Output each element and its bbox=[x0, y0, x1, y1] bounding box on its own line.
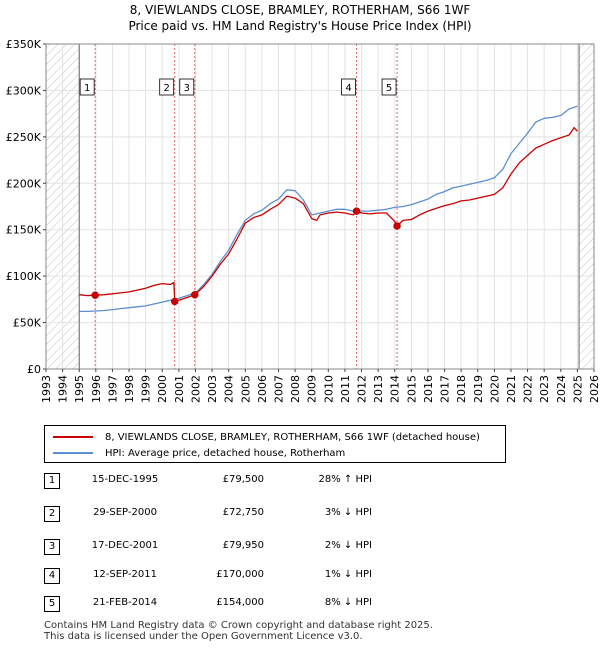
row-number-badge: 2 bbox=[44, 506, 60, 522]
x-tick-label: 1995 bbox=[73, 375, 86, 403]
hpi-line bbox=[79, 105, 578, 313]
sale-label-box bbox=[179, 78, 195, 96]
sale-point bbox=[352, 207, 361, 215]
sale-point bbox=[170, 297, 179, 306]
x-tick-label: 1994 bbox=[57, 375, 70, 403]
legend-hpi-label: HPI: Average price, detached house, Roth… bbox=[105, 447, 346, 459]
price-chart: 1 2 3 4 5 £0 £50K £100K £150K £200K £250K £300K £350… bbox=[6, 38, 600, 403]
legend-item-hpi: HPI: Average price, detached house, Roth… bbox=[53, 446, 345, 460]
legend-price-label: 8, VIEWLANDS CLOSE, BRAMLEY, ROTHERHAM, … bbox=[105, 431, 480, 443]
x-tick-label: 2005 bbox=[239, 375, 252, 403]
x-tick-label: 2011 bbox=[339, 375, 352, 403]
table-row: 4 12-SEP-2011 £170,000 1% ↓ HPI bbox=[44, 568, 424, 584]
x-tick-label: 2013 bbox=[372, 375, 385, 403]
table-row: 5 21-FEB-2014 £154,000 8% ↓ HPI bbox=[44, 596, 424, 612]
sale-label-box bbox=[159, 78, 175, 96]
y-tick-label: £300K bbox=[6, 84, 42, 97]
y-tick-label: £250K bbox=[6, 131, 42, 144]
row-number-badge: 5 bbox=[44, 596, 60, 612]
sale-label-number: 3 bbox=[184, 83, 190, 94]
x-tick-label: 1997 bbox=[106, 375, 119, 403]
legend-item-price: 8, VIEWLANDS CLOSE, BRAMLEY, ROTHERHAM, … bbox=[53, 430, 480, 444]
y-tick-label: £50K bbox=[13, 317, 42, 330]
row-hpi: 8% ↓ HPI bbox=[324, 597, 372, 608]
sale-label-box bbox=[79, 78, 95, 96]
sale-point bbox=[393, 222, 401, 230]
x-tick-label: 2001 bbox=[173, 375, 186, 403]
x-tick-label: 2021 bbox=[505, 375, 518, 403]
x-tick-label: 2006 bbox=[256, 375, 269, 403]
footer-copyright: Contains HM Land Registry data © Crown c… bbox=[44, 620, 433, 631]
hatched-region bbox=[579, 44, 594, 369]
y-tick-label: £100K bbox=[6, 270, 42, 283]
footer-licence: This data is licensed under the Open Gov… bbox=[44, 631, 363, 642]
legend-price-swatch bbox=[53, 436, 93, 438]
table-row: 3 17-DEC-2001 £79,950 2% ↓ HPI bbox=[44, 539, 424, 555]
row-date: 21-FEB-2014 bbox=[92, 597, 158, 608]
x-tick-label: 1993 bbox=[40, 375, 53, 403]
row-price: £170,000 bbox=[216, 569, 264, 580]
x-tick-label: 2008 bbox=[289, 375, 302, 403]
x-tick-label: 1996 bbox=[90, 375, 103, 403]
x-tick-label: 2024 bbox=[555, 375, 568, 403]
table-row: 1 15-DEC-1995 £79,500 28% ↑ HPI bbox=[44, 473, 424, 489]
sale-label-number: 4 bbox=[345, 83, 351, 94]
x-tick-label: 2025 bbox=[571, 375, 584, 403]
x-tick-label: 2004 bbox=[223, 375, 236, 403]
row-number-badge: 3 bbox=[44, 539, 60, 555]
row-date: 12-SEP-2011 bbox=[93, 569, 157, 580]
legend-hpi-swatch bbox=[53, 452, 93, 454]
x-tick-label: 2014 bbox=[389, 375, 402, 403]
x-tick-label: 2002 bbox=[189, 375, 202, 403]
row-price: £72,750 bbox=[222, 507, 264, 518]
x-tick-label: 2018 bbox=[455, 375, 468, 403]
row-price: £79,500 bbox=[222, 474, 264, 485]
legend: 8, VIEWLANDS CLOSE, BRAMLEY, ROTHERHAM, … bbox=[44, 425, 506, 463]
sale-point bbox=[91, 291, 99, 299]
y-tick-label: £150K bbox=[6, 224, 42, 237]
row-hpi: 28% ↑ HPI bbox=[318, 474, 372, 485]
x-tick-label: 2003 bbox=[206, 375, 219, 403]
x-tick-label: 2012 bbox=[356, 375, 369, 403]
row-price: £154,000 bbox=[216, 597, 264, 608]
x-tick-label: 2016 bbox=[422, 375, 435, 403]
row-date: 17-DEC-2001 bbox=[91, 540, 159, 551]
row-date: 29-SEP-2000 bbox=[93, 507, 157, 518]
sale-label-box bbox=[381, 78, 397, 96]
y-tick-label: £0 bbox=[27, 363, 41, 376]
x-tick-label: 2007 bbox=[272, 375, 285, 403]
row-hpi: 2% ↓ HPI bbox=[324, 540, 372, 551]
sale-label-box bbox=[341, 78, 356, 96]
row-date: 15-DEC-1995 bbox=[91, 474, 159, 485]
x-tick-label: 2009 bbox=[306, 375, 319, 403]
row-hpi: 1% ↓ HPI bbox=[324, 569, 372, 580]
row-number-badge: 4 bbox=[44, 568, 60, 584]
x-tick-label: 2023 bbox=[538, 375, 551, 403]
plot-frame bbox=[45, 43, 595, 370]
x-tick-label: 1999 bbox=[140, 375, 153, 403]
chart-title-line2: Price paid vs. HM Land Registry's House … bbox=[128, 19, 472, 33]
x-tick-label: 2026 bbox=[588, 375, 600, 403]
price-paid-line bbox=[79, 126, 578, 303]
sale-label-number: 5 bbox=[386, 83, 392, 94]
sale-point bbox=[191, 291, 199, 299]
chart-title-line1: 8, VIEWLANDS CLOSE, BRAMLEY, ROTHERHAM, … bbox=[129, 3, 471, 17]
row-number-badge: 1 bbox=[44, 473, 60, 489]
x-tick-label: 2022 bbox=[522, 375, 535, 403]
x-tick-label: 2017 bbox=[439, 375, 452, 403]
x-tick-label: 2015 bbox=[405, 375, 418, 403]
x-tick-label: 2010 bbox=[322, 375, 335, 403]
x-tick-label: 2019 bbox=[472, 375, 485, 403]
y-tick-label: £350K bbox=[6, 38, 42, 51]
plot-area bbox=[46, 44, 594, 369]
table-row: 2 29-SEP-2000 £72,750 3% ↓ HPI bbox=[44, 506, 424, 522]
row-price: £79,950 bbox=[222, 540, 264, 551]
y-tick-label: £200K bbox=[6, 177, 42, 190]
row-hpi: 3% ↓ HPI bbox=[324, 507, 372, 518]
sale-label-number: 2 bbox=[164, 83, 170, 94]
sale-label-number: 1 bbox=[84, 83, 90, 94]
x-tick-label: 1998 bbox=[123, 375, 136, 403]
x-tick-label: 2000 bbox=[156, 375, 169, 403]
x-tick-label: 2020 bbox=[488, 375, 501, 403]
